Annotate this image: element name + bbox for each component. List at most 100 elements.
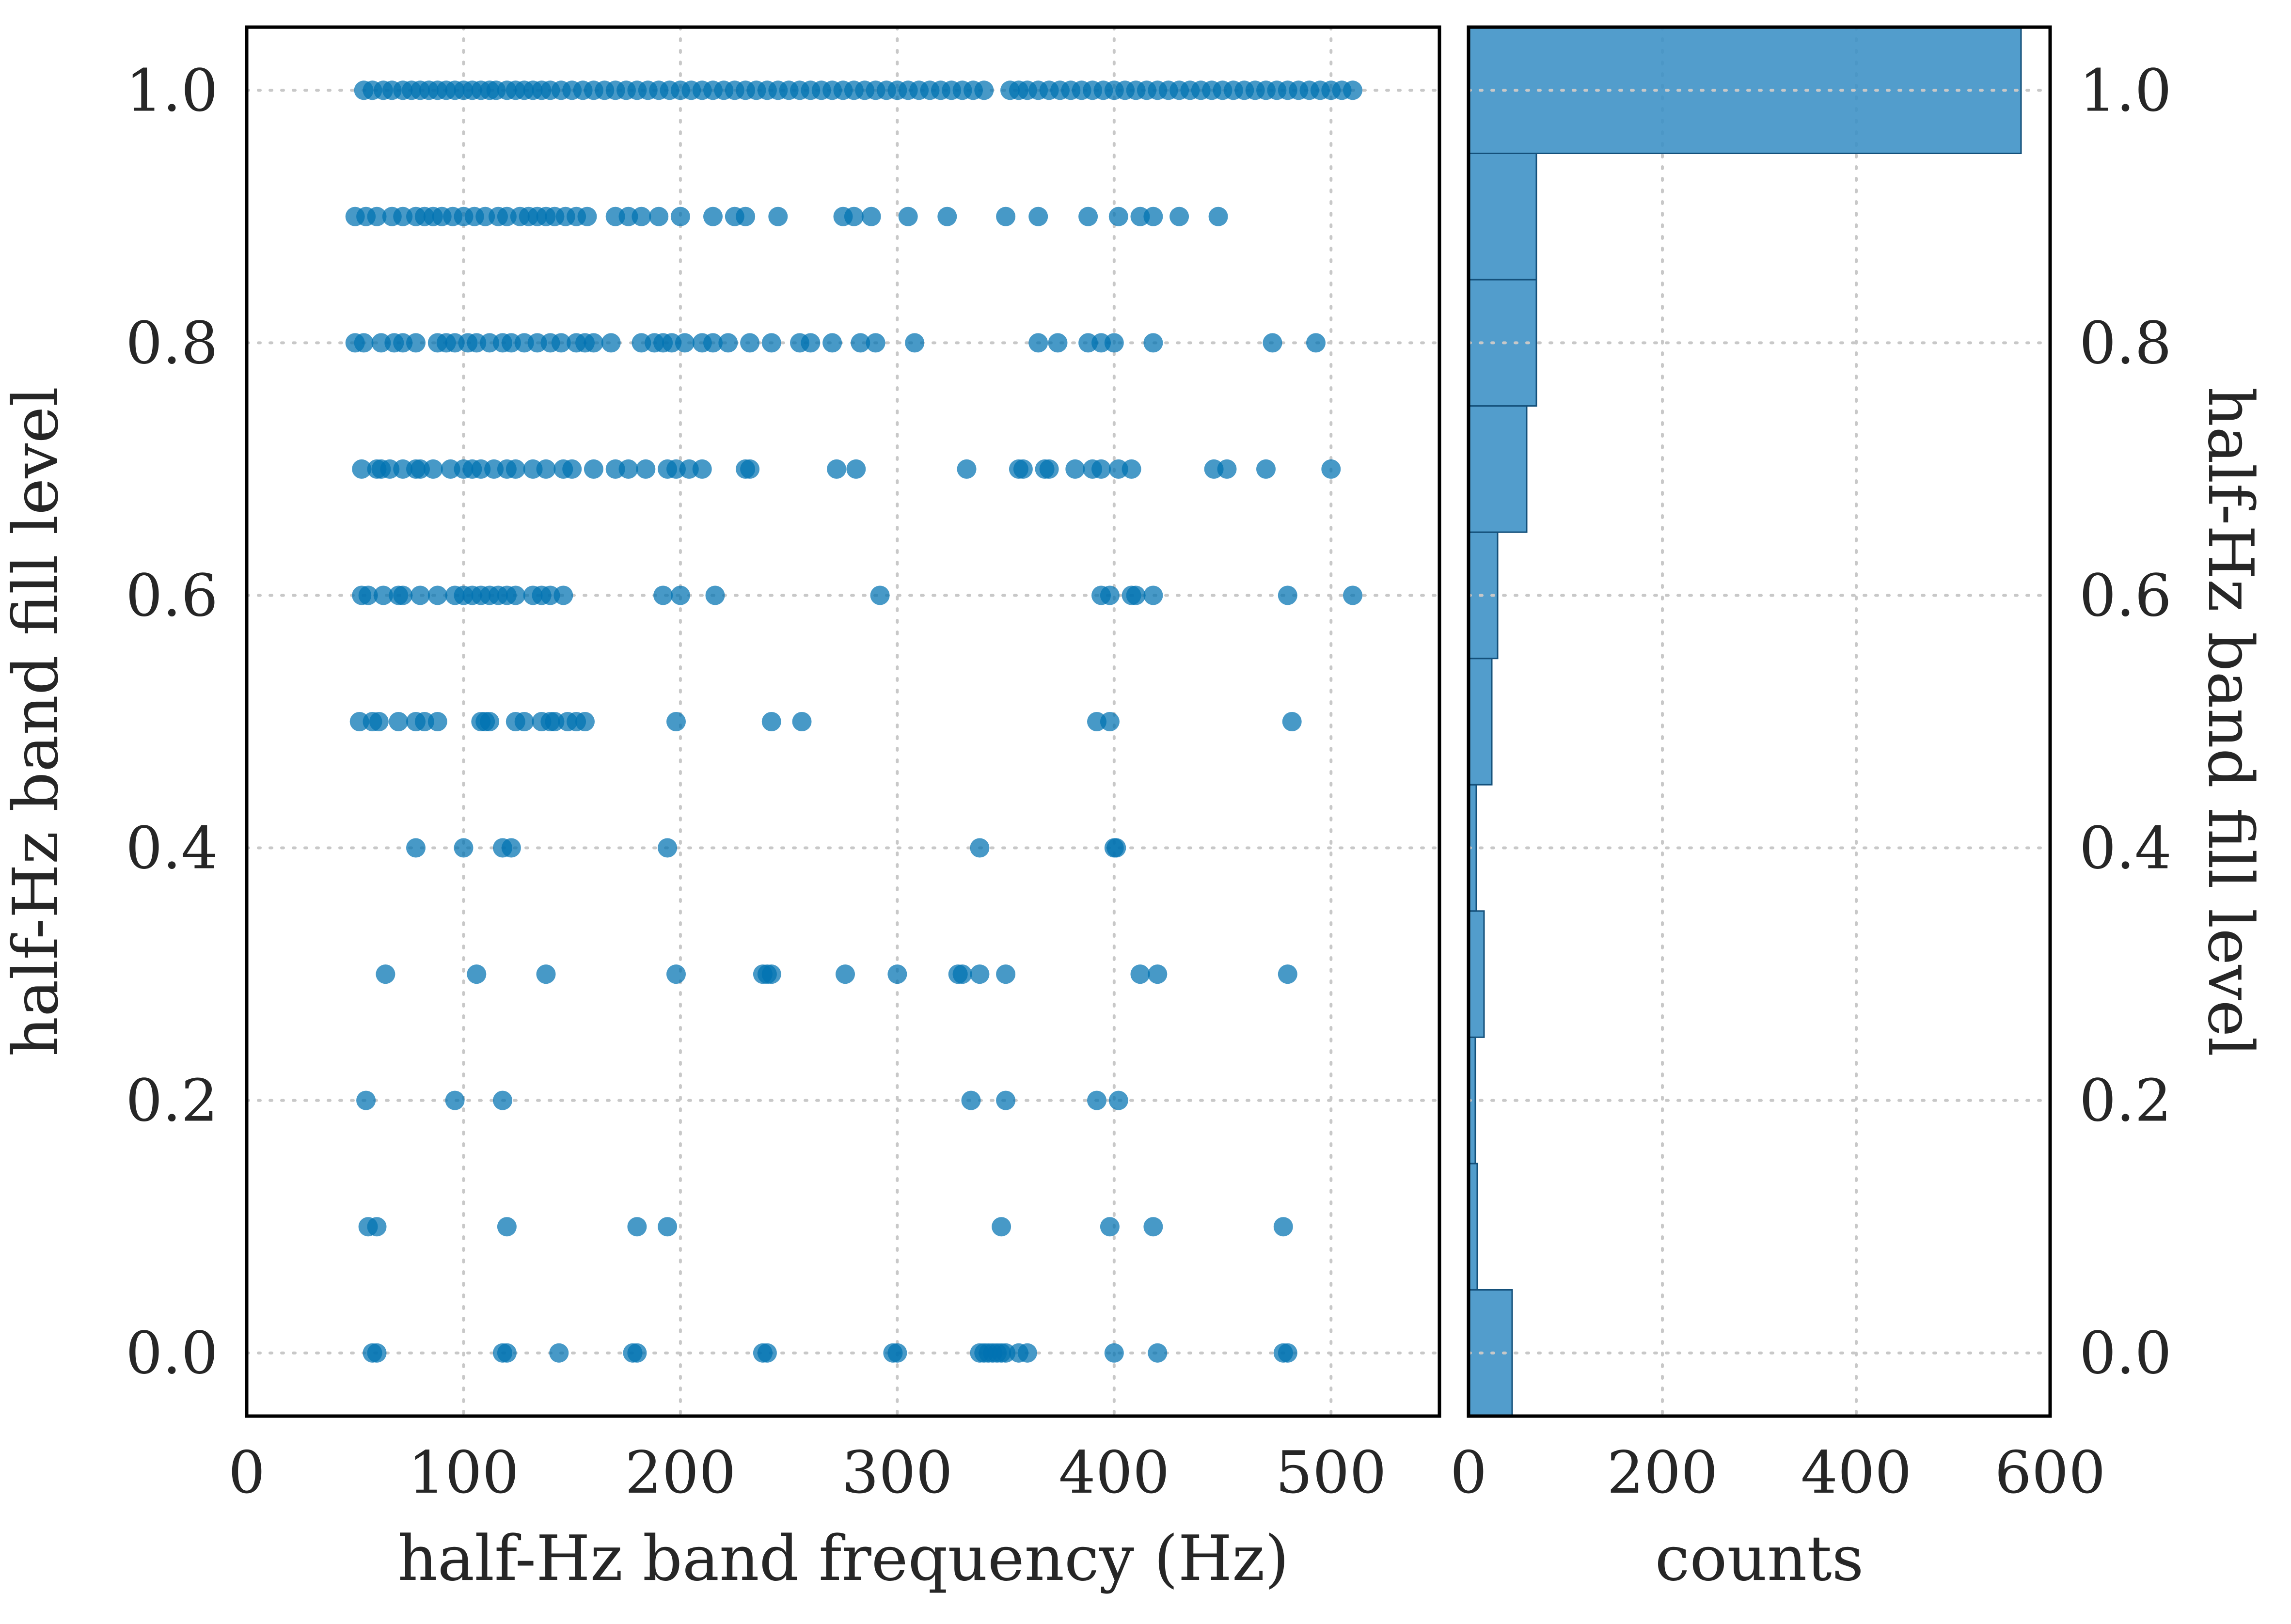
- scatter-point: [553, 585, 573, 605]
- scatter-panel: 0 100 200 300 400 500 0.0 0.2 0.4 0.6 0.8 1.0 half…: [0, 25, 1441, 1595]
- scatter-point: [861, 206, 881, 226]
- scatter-point: [1148, 964, 1168, 984]
- scatter-point: [1100, 712, 1120, 731]
- scatter-point: [1091, 459, 1111, 479]
- scatter-point: [1343, 585, 1362, 605]
- scatter-point: [1126, 585, 1146, 605]
- scatter-point: [1028, 206, 1048, 226]
- scatter-point: [1130, 964, 1150, 984]
- scatter-point: [393, 585, 413, 605]
- scatter-point: [740, 459, 760, 479]
- scatter-point: [627, 1217, 647, 1237]
- scatter-point: [866, 333, 885, 353]
- scatter-x-tick-label: 0: [228, 1439, 265, 1507]
- scatter-point: [584, 459, 603, 479]
- scatter-point: [844, 206, 864, 226]
- histogram-y-tick-label: 0.8: [2079, 310, 2172, 377]
- scatter-point: [992, 1217, 1011, 1237]
- scatter-y-tick-label: 1.0: [126, 57, 218, 125]
- scatter-point: [376, 964, 395, 984]
- scatter-point: [427, 712, 447, 731]
- scatter-point: [601, 333, 621, 353]
- scatter-point: [636, 459, 656, 479]
- scatter-point: [506, 459, 525, 479]
- scatter-point: [632, 206, 651, 226]
- scatter-point: [670, 206, 690, 226]
- scatter-x-tick-label: 100: [408, 1439, 519, 1507]
- scatter-point: [670, 585, 690, 605]
- scatter-point: [974, 80, 994, 100]
- scatter-point: [970, 838, 990, 858]
- scatter-point: [536, 964, 556, 984]
- scatter-point: [373, 585, 393, 605]
- scatter-point: [445, 1090, 465, 1110]
- scatter-point: [827, 459, 847, 479]
- histogram-y-tick-label: 0.4: [2079, 815, 2172, 883]
- histogram-x-axis-label: counts: [1655, 1523, 1864, 1595]
- histogram-bar: [1468, 910, 1485, 1038]
- scatter-point: [740, 333, 760, 353]
- scatter-point: [1143, 333, 1163, 353]
- scatter-point: [836, 964, 855, 984]
- scatter-point: [996, 964, 1016, 984]
- scatter-point: [761, 964, 781, 984]
- scatter-point: [1100, 1217, 1120, 1237]
- scatter-x-tick-label: 300: [842, 1439, 953, 1507]
- scatter-x-ticks: 0 100 200 300 400 500: [228, 1439, 1387, 1507]
- histogram-bars: [1467, 26, 2052, 1417]
- scatter-point: [356, 1090, 376, 1110]
- scatter-point: [406, 333, 426, 353]
- scatter-point: [493, 1090, 512, 1110]
- scatter-point: [1104, 333, 1124, 353]
- scatter-point: [792, 712, 812, 731]
- scatter-point: [389, 712, 409, 731]
- histogram-x-tick-label: 600: [1994, 1439, 2105, 1507]
- scatter-point: [1278, 585, 1297, 605]
- scatter-point: [551, 333, 571, 353]
- histogram-panel: 0 200 400 600 0.0 0.2 0.4 0.6 0.8 1.0 counts hal…: [1450, 25, 2266, 1595]
- scatter-point: [618, 459, 638, 479]
- histogram-y-tick-label: 0.6: [2079, 562, 2172, 630]
- scatter-point: [562, 459, 582, 479]
- scatter-point: [423, 459, 443, 479]
- scatter-point: [1065, 459, 1085, 479]
- scatter-point: [703, 333, 723, 353]
- histogram-bar: [1468, 405, 1528, 533]
- scatter-point: [703, 206, 723, 226]
- scatter-y-axis-label: half-Hz band fill level: [0, 387, 72, 1056]
- scatter-point: [577, 206, 597, 226]
- scatter-point: [768, 206, 788, 226]
- scatter-point: [352, 459, 372, 479]
- scatter-point: [970, 964, 990, 984]
- scatter-point: [627, 1343, 647, 1363]
- scatter-point: [736, 206, 756, 226]
- scatter-point: [506, 585, 525, 605]
- scatter-x-tick-label: 400: [1059, 1439, 1169, 1507]
- scatter-point: [1106, 838, 1126, 858]
- scatter-point: [887, 964, 907, 984]
- histogram-x-tick-label: 200: [1607, 1439, 1718, 1507]
- histogram-frame: [1467, 25, 2052, 1418]
- histogram-y-tick-label: 0.0: [2079, 1320, 2172, 1387]
- scatter-point: [675, 333, 695, 353]
- scatter-point: [584, 333, 603, 353]
- histogram-bar: [1468, 153, 1537, 281]
- scatter-point: [427, 585, 447, 605]
- histogram-x-tick-label: 0: [1450, 1439, 1487, 1507]
- scatter-point: [801, 333, 821, 353]
- scatter-point: [996, 1090, 1016, 1110]
- scatter-point: [1217, 459, 1237, 479]
- scatter-point: [501, 838, 521, 858]
- scatter-point: [1087, 1090, 1106, 1110]
- scatter-point: [1143, 206, 1163, 226]
- scatter-point: [870, 585, 890, 605]
- scatter-point: [996, 206, 1016, 226]
- scatter-point: [1100, 585, 1120, 605]
- scatter-point: [851, 333, 870, 353]
- scatter-point: [761, 333, 781, 353]
- scatter-x-axis-label: half-Hz band frequency (Hz): [397, 1523, 1289, 1595]
- scatter-point: [1256, 459, 1276, 479]
- scatter-point: [1208, 206, 1228, 226]
